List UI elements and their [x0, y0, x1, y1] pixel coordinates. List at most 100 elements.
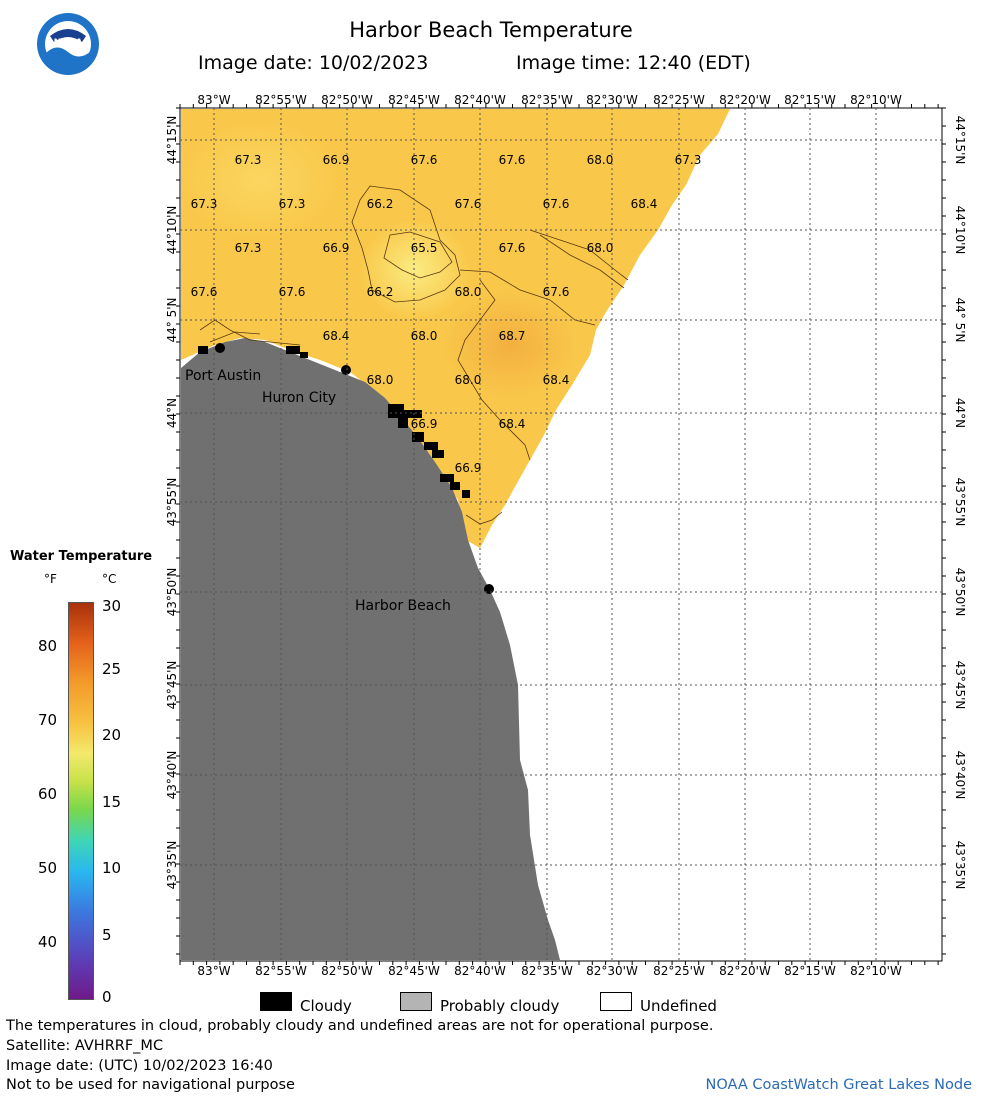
longitude-label-bottom: 83°W — [197, 964, 230, 978]
noaa-logo: NOAA — [37, 13, 99, 75]
temperature-value: 67.3 — [235, 153, 262, 167]
cloudy-label: Cloudy — [300, 997, 352, 1015]
longitude-label-bottom: 82°35'W — [521, 964, 573, 978]
longitude-label-bottom: 82°40'W — [454, 964, 506, 978]
latitude-label-right: 43°50'N — [953, 568, 967, 617]
latitude-label-right: 43°45'N — [953, 661, 967, 710]
temperature-value: 68.0 — [411, 329, 438, 343]
footer-credit: NOAA CoastWatch Great Lakes Node — [705, 1077, 972, 1093]
temperature-value: 66.9 — [323, 153, 350, 167]
longitude-label-top: 82°50'W — [321, 93, 373, 107]
legend-tick-c: 10 — [102, 859, 122, 877]
temperature-value: 67.6 — [499, 241, 526, 255]
legend-tick-c: 5 — [102, 926, 112, 944]
longitude-label-top: 82°10'W — [850, 93, 902, 107]
longitude-label-top: 82°45'W — [388, 93, 440, 107]
legend-tick-f: 60 — [38, 785, 58, 803]
probably-cloudy-swatch — [400, 992, 432, 1011]
footer-satellite: Satellite: AVHRRF_MC — [6, 1038, 164, 1054]
undefined-swatch — [600, 992, 632, 1011]
graticule — [180, 108, 942, 961]
longitude-label-bottom: 82°20'W — [719, 964, 771, 978]
temperature-map: 83°W 83°W 82°55'W 82°55'W 82°50'W 82°50'W 82°4… — [165, 93, 967, 978]
legend-tick-f: 40 — [38, 933, 58, 951]
latitude-label-right: 43°55'N — [953, 478, 967, 527]
longitude-label-top: 82°40'W — [454, 93, 506, 107]
page-title: Harbor Beach Temperature — [349, 18, 633, 42]
image-date: Image date: 10/02/2023 — [198, 52, 429, 74]
longitude-label-top: 82°20'W — [719, 93, 771, 107]
temperature-colorbar — [68, 602, 94, 1000]
longitude-label-top: 82°15'W — [784, 93, 836, 107]
footer-navigation-note: Not to be used for navigational purpose — [6, 1077, 295, 1093]
longitude-label-bottom: 82°45'W — [388, 964, 440, 978]
latitude-label-left: 43°40'N — [165, 751, 179, 800]
temperature-value: 68.0 — [455, 285, 482, 299]
longitude-label-bottom: 82°25'W — [653, 964, 705, 978]
temperature-value: 67.6 — [499, 153, 526, 167]
legend-tick-c: 0 — [102, 988, 112, 1006]
legend-tick-f: 70 — [38, 711, 58, 729]
temperature-value: 67.6 — [543, 197, 570, 211]
latitude-label-right: 44°10'N — [953, 206, 967, 255]
temperature-value: 67.3 — [191, 197, 218, 211]
temperature-value: 67.6 — [543, 285, 570, 299]
temperature-value: 65.5 — [411, 241, 438, 255]
latitude-label-left: 44°10'N — [165, 206, 179, 255]
probably-cloudy-label: Probably cloudy — [440, 997, 560, 1015]
temperature-value: 66.2 — [367, 197, 394, 211]
legend-tick-f: 80 — [38, 637, 58, 655]
city-label: Huron City — [262, 390, 336, 406]
temperature-value: 67.6 — [411, 153, 438, 167]
land-area — [181, 338, 560, 960]
temperature-value: 66.9 — [323, 241, 350, 255]
border-ticks — [176, 104, 946, 965]
temperature-value: 68.7 — [499, 329, 526, 343]
latitude-label-left: 43°45'N — [165, 661, 179, 710]
latitude-label-left: 44°15'N — [165, 116, 179, 165]
temperature-value: 68.4 — [543, 373, 570, 387]
image-time: Image time: 12:40 (EDT) — [516, 52, 751, 74]
temperature-value: 68.0 — [587, 241, 614, 255]
latitude-label-left: 44°N — [165, 398, 179, 428]
footer-utc-date: Image date: (UTC) 10/02/2023 16:40 — [6, 1058, 273, 1074]
latitude-label-left: 43°50'N — [165, 568, 179, 617]
temperature-value: 66.2 — [367, 285, 394, 299]
temperature-value: 67.3 — [279, 197, 306, 211]
temperature-value: 66.9 — [411, 417, 438, 431]
temperature-value: 68.0 — [367, 373, 394, 387]
longitude-label-top: 82°35'W — [521, 93, 573, 107]
temperature-value: 67.6 — [279, 285, 306, 299]
temperature-value: 67.6 — [191, 285, 218, 299]
latitude-label-left: 43°35'N — [165, 841, 179, 890]
legend-tick-c: 30 — [102, 597, 122, 615]
temperature-value: 67.3 — [235, 241, 262, 255]
city-label: Port Austin — [185, 368, 261, 384]
legend-tick-c: 20 — [102, 726, 122, 744]
longitude-label-bottom: 82°15'W — [784, 964, 836, 978]
temperature-labels: 67.3 66.9 67.6 67.6 68.0 67.3 67.3 67.3 66.2 67.6… — [191, 153, 702, 475]
longitude-label-top: 82°30'W — [586, 93, 638, 107]
legend-tick-c: 15 — [102, 793, 122, 811]
longitude-label-bottom: 82°55'W — [255, 964, 307, 978]
legend-title: Water Temperature — [10, 549, 153, 564]
latitude-label-left: 43°55'N — [165, 478, 179, 527]
longitude-label-top: 82°55'W — [255, 93, 307, 107]
latitude-label-right: 44°15'N — [953, 116, 967, 165]
temperature-value: 68.4 — [323, 329, 350, 343]
temperature-value: 68.0 — [587, 153, 614, 167]
latitude-label-right: 44° 5'N — [953, 298, 967, 343]
temperature-value: 68.0 — [455, 373, 482, 387]
temperature-value: 67.6 — [455, 197, 482, 211]
latitude-label-right: 43°35'N — [953, 841, 967, 890]
footer-disclaimer: The temperatures in cloud, probably clou… — [6, 1018, 714, 1034]
undefined-label: Undefined — [640, 997, 717, 1015]
temperature-value: 68.4 — [631, 197, 658, 211]
noaa-logo-text: NOAA — [54, 38, 83, 48]
legend-tick-c: 25 — [102, 660, 122, 678]
temperature-value: 68.4 — [499, 417, 526, 431]
coordinate-labels: 83°W 83°W 82°55'W 82°55'W 82°50'W 82°50'W 82°4… — [165, 93, 967, 978]
longitude-label-bottom: 82°30'W — [586, 964, 638, 978]
legend-unit-f: °F — [44, 572, 57, 586]
latitude-label-right: 44°N — [953, 398, 967, 428]
